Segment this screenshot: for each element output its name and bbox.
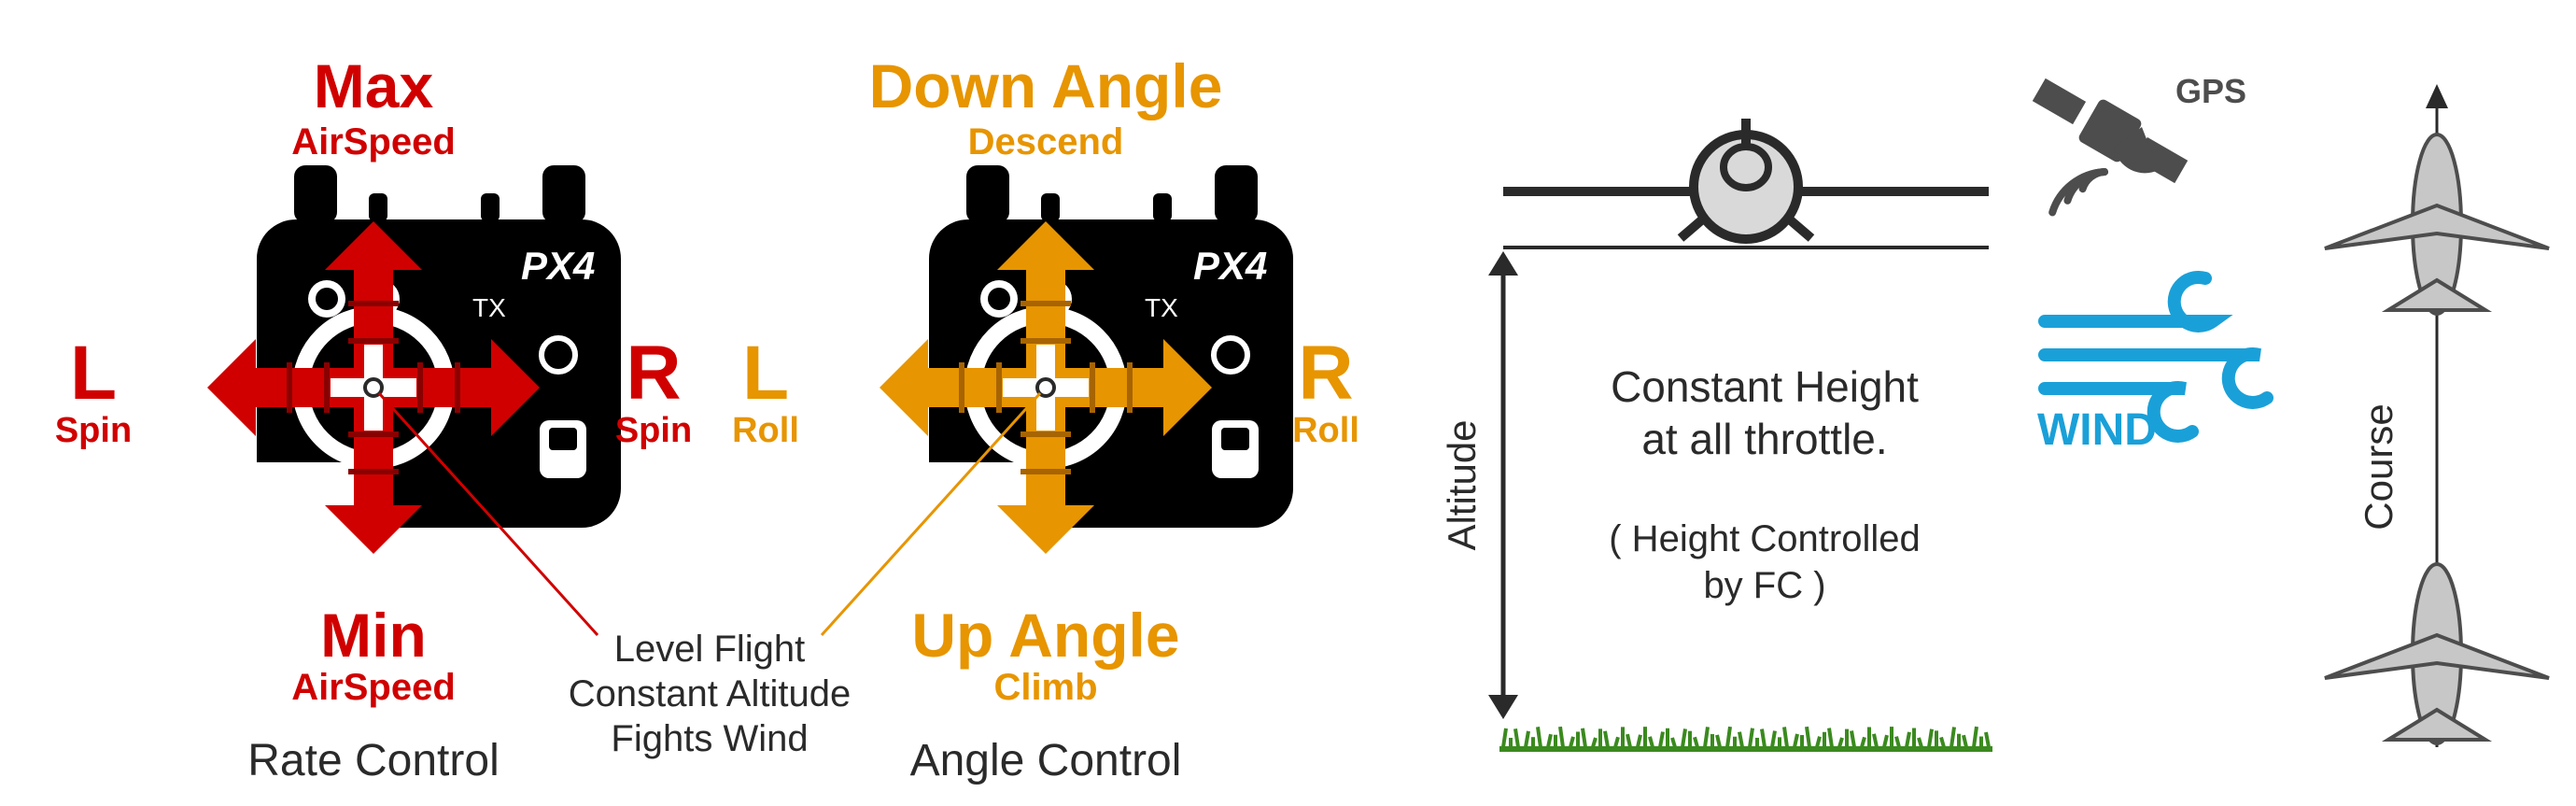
svg-text:Fights Wind: Fights Wind: [611, 718, 808, 759]
caption-angle: Angle Control: [910, 736, 1182, 785]
gps-icon: GPS: [2033, 72, 2246, 212]
grass: [1499, 727, 1992, 749]
course-panel: Course: [2325, 84, 2549, 747]
altitude-label: Altitude: [1440, 419, 1484, 550]
plane-icon: [2325, 134, 2549, 314]
label-right-big: R: [1298, 331, 1353, 416]
alt-text2: at all throttle.: [1641, 415, 1887, 463]
alt-text4: by FC ): [1703, 565, 1825, 606]
label-bottom-big: Min: [320, 601, 427, 670]
label-bottom-big: Up Angle: [911, 601, 1179, 670]
gps-label: GPS: [2175, 72, 2246, 110]
alt-text3: ( Height Controlled: [1609, 518, 1921, 559]
label-bottom-small: Climb: [993, 667, 1097, 708]
label-left-small: Spin: [55, 411, 132, 450]
caption-rate: Rate Control: [247, 736, 499, 785]
plane-icon: [2325, 564, 2549, 743]
wind-label: WIND: [2037, 405, 2157, 455]
tx-label: TX: [472, 293, 506, 322]
px4-label: PX4: [521, 244, 595, 288]
label-top-small: Descend: [968, 121, 1124, 163]
label-right-small: Roll: [1292, 411, 1359, 450]
svg-text:Constant Altitude: Constant Altitude: [569, 673, 851, 714]
svg-text:Level Flight: Level Flight: [614, 629, 806, 670]
label-left-small: Roll: [732, 411, 799, 450]
alt-text1: Constant Height: [1611, 362, 1919, 411]
label-right-big: R: [626, 331, 681, 416]
label-top-big: Max: [314, 51, 434, 120]
altitude-panel: Altitude Constant Heightat all throttle. (…: [1440, 119, 1992, 749]
wind-icon: WIND: [2037, 277, 2267, 455]
label-top-small: AirSpeed: [291, 121, 456, 163]
label-left-big: L: [70, 331, 117, 416]
course-label: Course: [2357, 403, 2400, 530]
center-note: Level FlightConstant AltitudeFights Wind: [569, 629, 851, 759]
label-right-small: Spin: [615, 411, 692, 450]
label-bottom-small: AirSpeed: [291, 667, 456, 708]
px4-label: PX4: [1193, 244, 1267, 288]
label-left-big: L: [742, 331, 789, 416]
tx-label: TX: [1145, 293, 1178, 322]
label-top-big: Down Angle: [869, 51, 1223, 120]
